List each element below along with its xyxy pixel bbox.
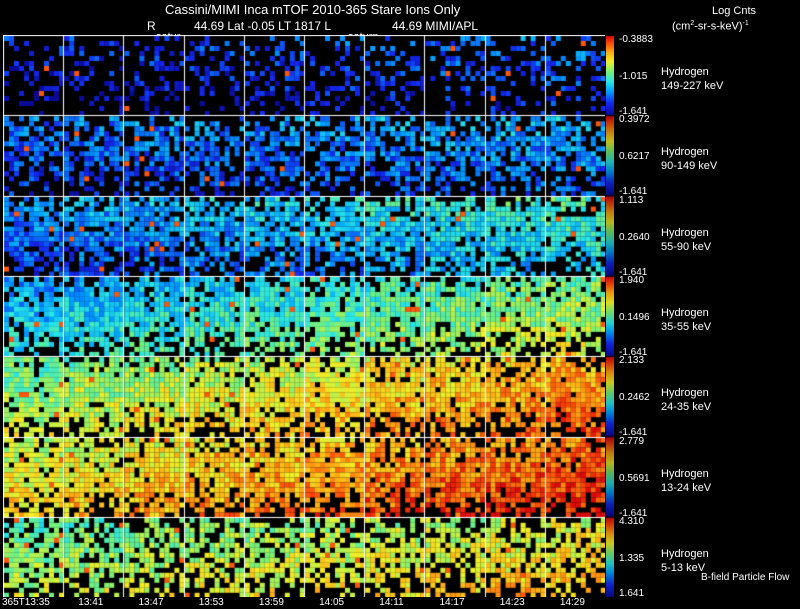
orbit-info-right: 44.69 MIMI/APL [392,19,479,33]
time-tick-label: 13:47 [138,597,164,608]
colorbar-min-value: 1.641 [619,587,645,599]
colorbar-max-value: 4.310 [619,515,645,527]
colorbar-min-value: -1.641 [619,266,648,278]
colorbar-min-value: -1.641 [619,346,648,358]
orbit-r-label: R [147,19,156,33]
energy-range: 90-149 keV [661,160,718,173]
species-name: Hydrogen [661,547,709,560]
colorbar-max-value: -0.3883 [619,34,653,45]
colorbar-mid-value: 0.2462 [619,392,650,404]
species-label: Hydrogen 5-13 keV [661,547,709,575]
legend-title: Log Cnts [712,5,757,17]
time-tick-label: 14:17 [439,597,465,608]
orbit-info: 44.69 Lat -0.05 LT 1817 L [194,19,331,33]
legend-units-sup2: -1 [742,20,749,27]
colorbar-min-value: -1.641 [619,507,648,519]
colorbar-max-value: 2.133 [619,355,645,367]
colorbar-mid-value: 0.2640 [619,231,650,243]
time-tick-label: 14:29 [559,597,585,608]
energy-range: 35-55 keV [661,320,712,333]
colorbar-max-value: 1.113 [619,194,644,206]
colorbar-max-value: 1.940 [619,274,645,286]
energy-range: 13-24 keV [661,481,712,494]
colorbar-min-value: -1.641 [619,427,648,439]
energy-range: 24-35 keV [661,401,712,414]
legend-units-b: -sr-s-keV) [694,20,743,33]
species-label: Hydrogen 149-227 keV [661,65,723,93]
time-tick-label: 13:41 [78,597,104,608]
energy-range: 149-227 keV [661,80,724,92]
energy-range: 5-13 keV [661,561,706,574]
species-name: Hydrogen [661,306,709,319]
time-tick-label: 365T13:35 [2,597,50,608]
species-name: Hydrogen [661,387,709,400]
species-name: Hydrogen [661,226,709,239]
bfield-note: B-field Particle Flow [701,572,790,583]
colorbar-min-value: -1.641 [619,186,648,198]
colorbar-mid-value: 0.1496 [619,311,650,323]
colorbar-max-value: 0.3972 [619,114,650,126]
plot-title: Cassini/MIMI Inca mTOF 2010-365 Stare Io… [165,2,461,17]
time-tick-label: 13:53 [198,597,224,608]
colorbar-mid-value: 0.5691 [619,472,650,484]
species-label: Hydrogen 13-24 keV [661,467,711,495]
colorbar-min-value: -1.641 [619,106,648,117]
legend-units-a: (cm [672,20,691,33]
energy-range: 55-90 keV [661,240,712,253]
species-label: Hydrogen 35-55 keV [661,306,711,334]
species-name: Hydrogen [661,467,709,480]
colorbars [606,35,614,597]
time-tick-label: 14:05 [319,597,345,608]
time-tick-label: 14:23 [499,597,525,608]
colorbar-max-value: 2.779 [619,435,645,447]
species-label: Hydrogen 24-35 keV [661,386,711,414]
species-name: Hydrogen [661,66,709,78]
species-label: Hydrogen 90-149 keV [661,145,717,173]
colorbar-mid-value: 1.335 [619,552,645,564]
colorbar-mid-value: -1.015 [619,71,648,82]
spectrogram-grid [3,35,605,597]
legend-units-sup1: 2 [690,20,695,27]
colorbar-mid-value: 0.6217 [619,151,650,163]
legend-units: (cm2-sr-s-keV)-1 [672,17,749,34]
time-tick-label: 14:11 [379,597,404,608]
time-tick-label: 13:59 [258,597,284,608]
species-label: Hydrogen 55-90 keV [661,226,711,254]
species-name: Hydrogen [661,146,709,159]
